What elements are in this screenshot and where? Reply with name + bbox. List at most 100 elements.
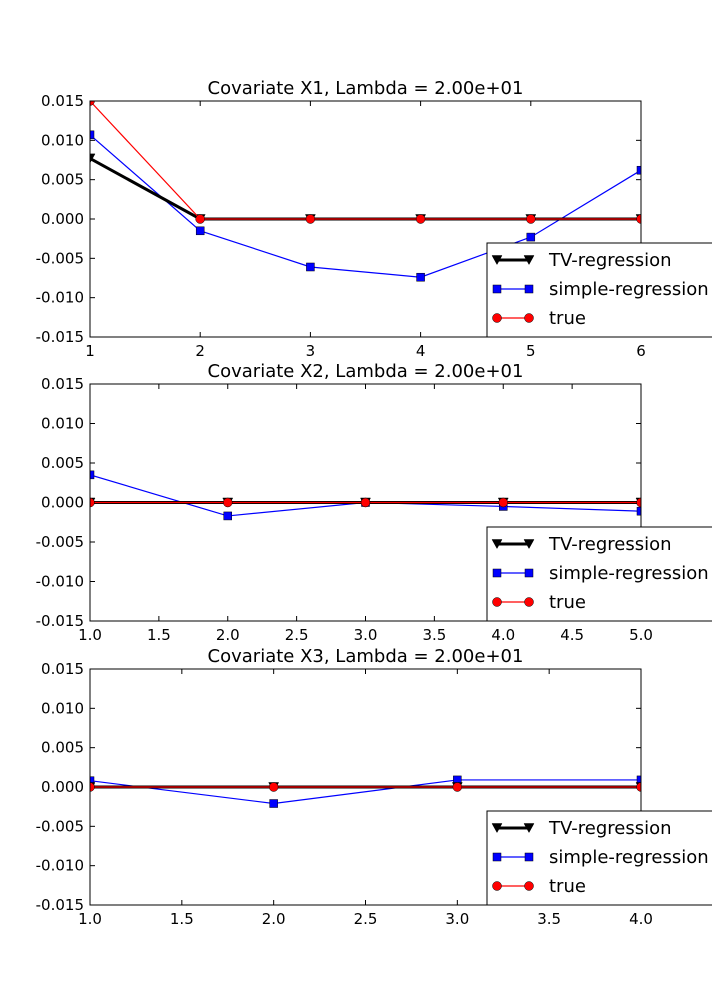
- y-tick-label: 0.010: [41, 131, 84, 149]
- series-line: [90, 779, 641, 805]
- data-point: [636, 782, 641, 792]
- data-point: [90, 470, 95, 480]
- plot-frame: [89, 100, 642, 338]
- legend-marker: [491, 255, 503, 266]
- y-tick-label: 0.000: [41, 778, 84, 796]
- y-tick-label: 0.015: [41, 660, 84, 678]
- x-tick-label: 3.5: [422, 626, 446, 644]
- chart-1: Covariate X1, Lambda = 2.00e+01 0.015 0.01…: [36, 78, 712, 360]
- series-true: [90, 782, 641, 792]
- data-point: [526, 214, 536, 224]
- data-point: [90, 782, 95, 792]
- legend-marker: [491, 539, 503, 550]
- x-tick-label: 4.0: [491, 626, 515, 644]
- legend-marker: [492, 568, 502, 578]
- y-tick-label: 0.000: [41, 494, 84, 512]
- data-point: [415, 214, 426, 224]
- x-tick-label: 4.0: [629, 910, 653, 928]
- data-point: [416, 272, 425, 282]
- legend: TV-regression simple-regression true: [486, 242, 712, 338]
- series-TV-regression: [90, 153, 641, 225]
- y-tick-label: 0.005: [41, 454, 84, 472]
- data-point: [90, 101, 95, 106]
- legend-marker: [524, 568, 534, 578]
- series-line: [90, 134, 641, 278]
- x-tick-label: 2.0: [262, 910, 286, 928]
- legend-marker: [524, 852, 534, 862]
- data-point: [90, 153, 96, 164]
- series-true: [90, 497, 641, 508]
- x-tick-label: 3: [306, 342, 316, 360]
- data-point: [636, 506, 641, 516]
- legend-label: simple-regression: [549, 279, 709, 300]
- x-tick-label: 2: [195, 342, 205, 360]
- data-point: [90, 776, 95, 785]
- y-tick-label: 0.010: [41, 699, 84, 717]
- legend-marker: [524, 597, 534, 607]
- x-tick-label: 1.5: [147, 626, 171, 644]
- legend-label: simple-regression: [549, 563, 709, 584]
- y-tick-label: 0.010: [41, 415, 84, 433]
- data-point: [452, 782, 463, 792]
- legend-marker: [524, 313, 534, 323]
- legend-marker: [492, 597, 502, 607]
- data-point: [498, 497, 508, 508]
- chart-3: Covariate X3, Lambda = 2.00e+01 0.015 0.01…: [36, 646, 712, 928]
- y-tick-label: -0.010: [36, 289, 84, 307]
- data-point: [636, 214, 641, 224]
- y-tick-label: 0.005: [41, 171, 84, 189]
- plot-frame: [89, 668, 642, 906]
- legend-label: true: [549, 876, 586, 897]
- legend: TV-regression simple-regression true: [486, 526, 712, 622]
- y-tick-label: -0.015: [36, 612, 84, 630]
- data-point: [636, 775, 641, 785]
- data-point: [636, 165, 641, 175]
- legend-marker: [492, 881, 502, 891]
- legend-label: true: [549, 592, 586, 613]
- legend-marker: [523, 539, 535, 550]
- data-point: [195, 214, 205, 224]
- series-simple-regression: [90, 130, 641, 282]
- data-point: [269, 799, 278, 808]
- legend-marker: [524, 284, 534, 294]
- y-tick-label: -0.015: [36, 896, 84, 914]
- legend-marker: [524, 881, 534, 891]
- series-line: [90, 101, 641, 220]
- x-tick-label: 2.0: [216, 626, 240, 644]
- y-tick-label: -0.010: [36, 573, 84, 591]
- x-tick-label: 1.5: [170, 910, 194, 928]
- data-point: [526, 232, 536, 242]
- legend-label: true: [549, 308, 586, 329]
- data-point: [360, 497, 371, 508]
- data-point: [90, 497, 95, 508]
- chart-title: Covariate X1, Lambda = 2.00e+01: [208, 78, 524, 99]
- series-simple-regression: [90, 470, 641, 521]
- data-point: [636, 497, 641, 508]
- x-tick-label: 4.5: [560, 626, 584, 644]
- legend-marker: [523, 823, 535, 834]
- x-tick-label: 2.5: [285, 626, 309, 644]
- series-simple-regression: [90, 775, 641, 808]
- y-tick-label: 0.015: [41, 375, 84, 393]
- y-tick-label: 0.005: [41, 739, 84, 757]
- data-point: [223, 497, 233, 508]
- series-true: [90, 101, 641, 224]
- x-tick-label: 1.0: [78, 910, 102, 928]
- data-point: [90, 130, 95, 140]
- x-tick-label: 4: [416, 342, 426, 360]
- legend-marker: [523, 255, 535, 266]
- y-tick-label: 0.000: [41, 210, 84, 228]
- y-tick-label: 0.015: [41, 92, 84, 110]
- chart-title: Covariate X3, Lambda = 2.00e+01: [208, 646, 524, 667]
- x-tick-label: 6: [636, 342, 646, 360]
- legend-marker: [492, 852, 502, 862]
- x-tick-label: 3.0: [354, 626, 378, 644]
- data-point: [223, 511, 232, 521]
- x-tick-label: 3.0: [445, 910, 469, 928]
- data-point: [195, 226, 205, 236]
- legend-label: TV-regression: [548, 818, 672, 839]
- y-tick-label: -0.010: [36, 857, 84, 875]
- legend-label: TV-regression: [548, 250, 672, 271]
- x-tick-label: 3.5: [537, 910, 561, 928]
